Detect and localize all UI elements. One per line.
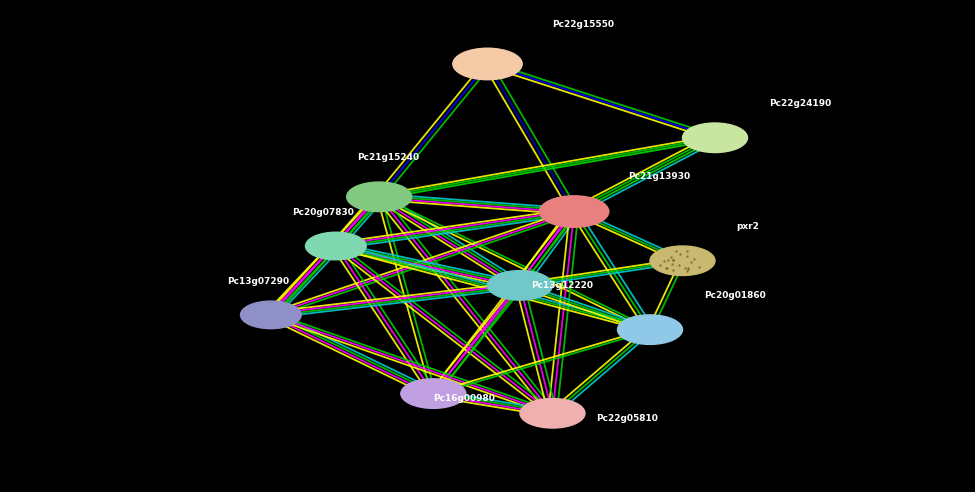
- Circle shape: [241, 301, 301, 329]
- Circle shape: [650, 246, 715, 276]
- Circle shape: [617, 315, 682, 344]
- Text: pxr2: pxr2: [737, 222, 760, 231]
- Circle shape: [401, 379, 466, 408]
- Text: Pc20g01860: Pc20g01860: [704, 291, 766, 300]
- Circle shape: [520, 399, 585, 428]
- Text: Pc22g15550: Pc22g15550: [553, 20, 614, 29]
- Text: Pc22g05810: Pc22g05810: [596, 414, 658, 423]
- Text: Pc22g24190: Pc22g24190: [769, 99, 832, 108]
- Text: Pc16g00980: Pc16g00980: [433, 395, 495, 403]
- Circle shape: [539, 196, 608, 227]
- Circle shape: [452, 48, 523, 80]
- Circle shape: [682, 123, 748, 153]
- Circle shape: [347, 182, 411, 212]
- Circle shape: [305, 232, 367, 260]
- Text: Pc13g12220: Pc13g12220: [530, 281, 593, 290]
- Circle shape: [488, 271, 553, 300]
- Text: Pc13g07290: Pc13g07290: [227, 277, 290, 286]
- Text: Pc21g15240: Pc21g15240: [358, 154, 419, 162]
- Text: Pc20g07830: Pc20g07830: [292, 209, 354, 217]
- Text: Pc21g13930: Pc21g13930: [628, 172, 690, 181]
